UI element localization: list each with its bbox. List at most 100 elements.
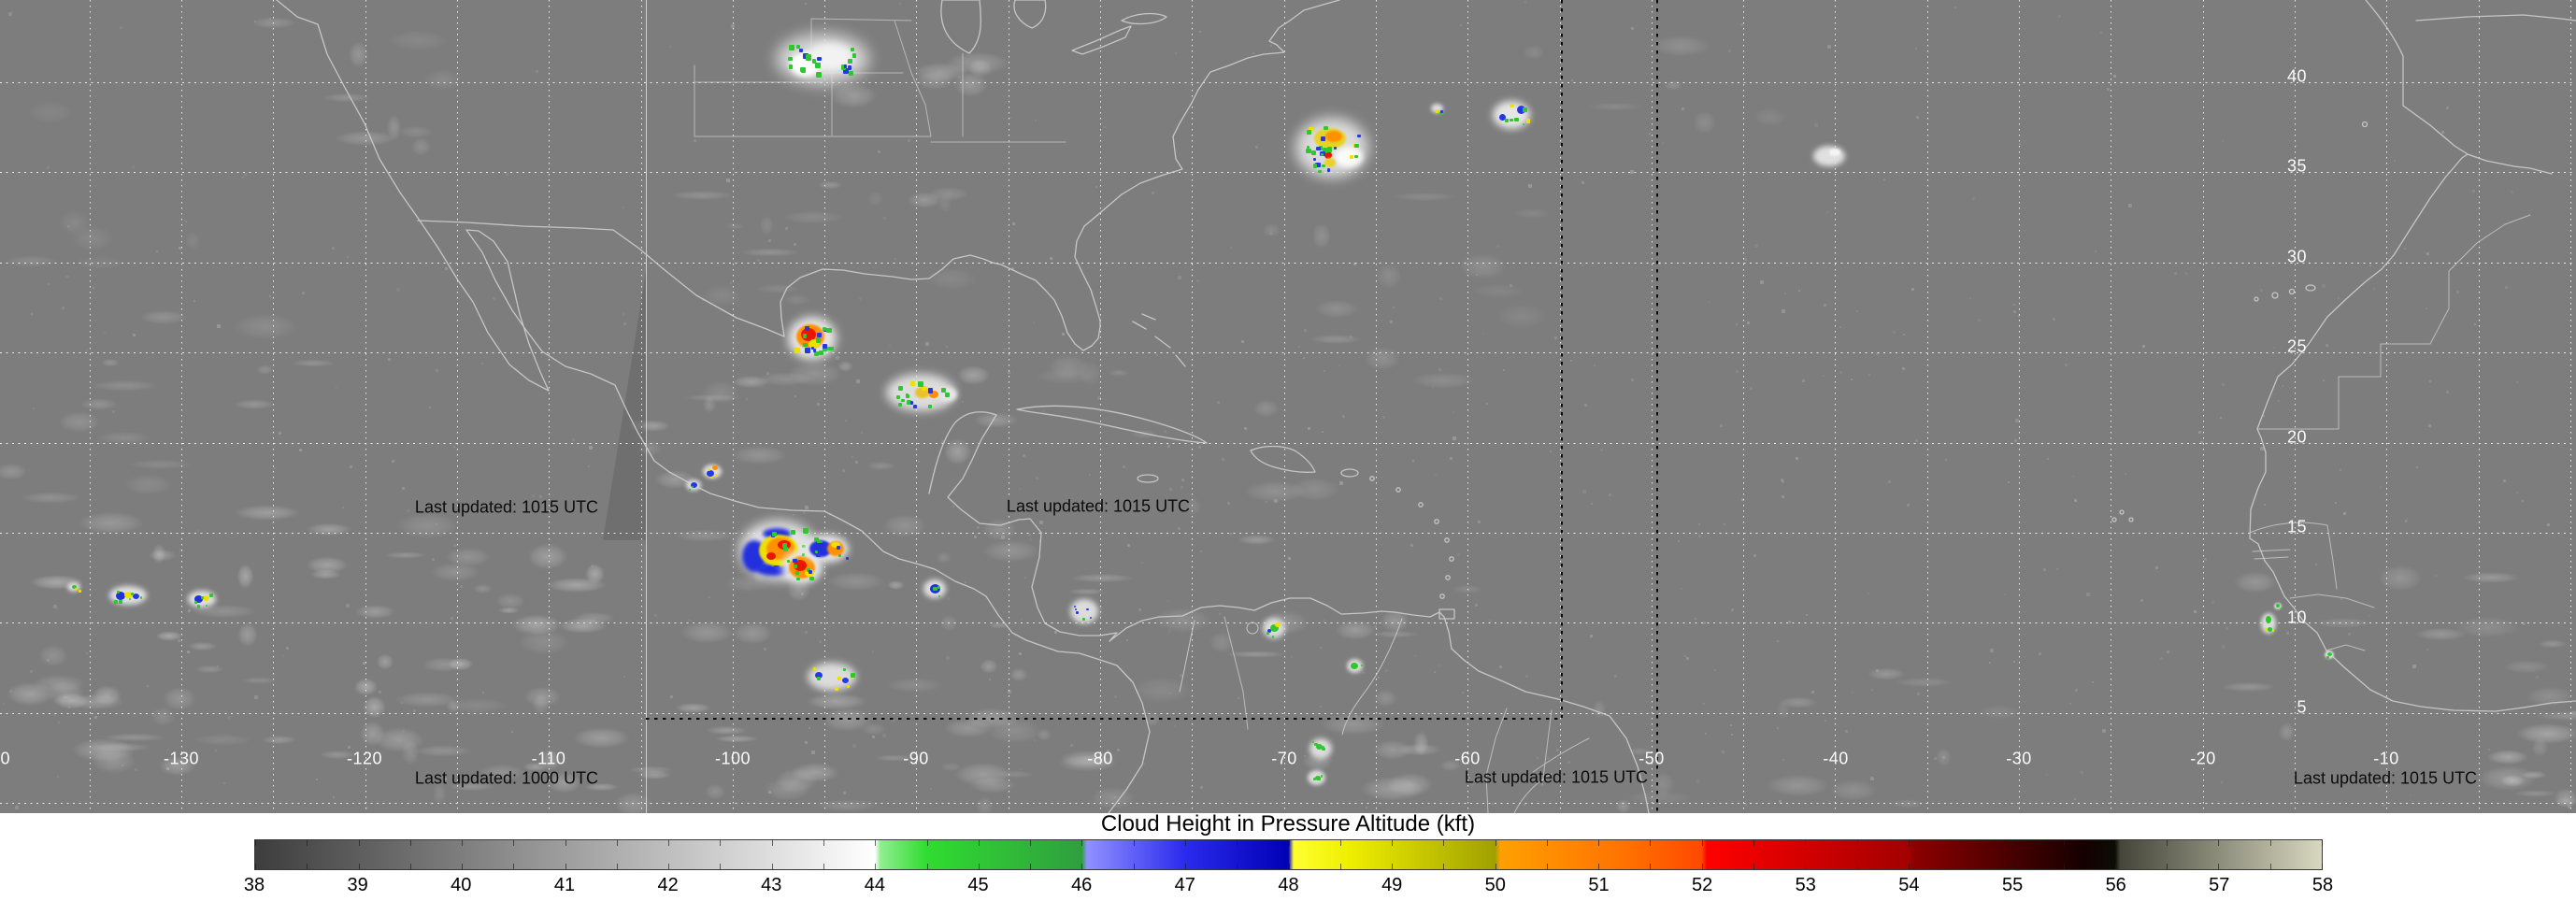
storm-pixel: [1273, 629, 1277, 633]
storm-pixel: [804, 325, 810, 331]
storm-pixel: [774, 565, 780, 571]
colorbar-tick-label: 39: [347, 875, 368, 895]
gridline-latitude: [0, 262, 2576, 264]
colorbar-tick-label: 44: [864, 875, 886, 895]
river-magdalena: [1179, 620, 1195, 693]
colorbar-tick: [255, 840, 256, 869]
storm-pixel: [794, 570, 800, 576]
storm-pixel: [918, 380, 924, 387]
borders-south-america: [1224, 616, 1590, 813]
storm-pixel: [801, 544, 806, 549]
storm-pixel: [1326, 168, 1331, 173]
storm-pixel: [1322, 148, 1328, 153]
storm-layer: [1315, 744, 1323, 750]
storm-layer: [809, 540, 832, 557]
storm-pixel: [1312, 163, 1318, 168]
colorbar-tick: [668, 840, 670, 869]
storm-pixel: [898, 385, 904, 391]
storm-pixel: [2326, 655, 2330, 659]
gridline-latitude: [0, 803, 2576, 805]
coast-south-america: [1109, 597, 1650, 813]
colorbar-tick-label: 49: [1381, 875, 1403, 895]
storm-pixel: [815, 551, 818, 553]
storm-pixel: [771, 531, 778, 537]
storm-pixel: [1522, 122, 1524, 125]
lake-ontario: [1121, 12, 1167, 25]
last-updated-note: Last updated: 1015 UTC: [1464, 767, 1649, 787]
storm-pixel: [802, 553, 806, 557]
colorbar-tick: [1081, 840, 1083, 869]
storm-layer: [71, 585, 77, 589]
storm-pixel: [114, 600, 118, 605]
storm-layer: [2266, 616, 2271, 623]
islands-lesser-antilles: [1369, 476, 1455, 620]
storm-pixel: [921, 386, 926, 391]
colorbar-tick: [1392, 840, 1394, 869]
colorbar-tick: [2269, 840, 2271, 869]
storm-pixel: [794, 560, 797, 564]
storm-pixel: [816, 332, 823, 337]
sector-boundary-dotted: [1561, 0, 1563, 718]
storm-pixel: [826, 327, 833, 334]
storm-pixel: [896, 394, 901, 399]
storm-pixel: [817, 56, 822, 62]
storm-pixel: [2280, 607, 2283, 609]
storm-layer: [1315, 775, 1321, 780]
storm-pixel: [200, 595, 205, 599]
gridline-longitude: [2386, 0, 2388, 813]
gridline-latitude: [0, 82, 2576, 83]
storm-layer: [915, 387, 930, 398]
storm-pixel: [836, 545, 840, 550]
storm-pixel: [130, 593, 134, 596]
border-us-mexico: [417, 220, 785, 337]
storm-pixel: [815, 337, 822, 343]
colorbar-tick: [2011, 840, 2013, 869]
storm-pixel: [1354, 154, 1358, 159]
storm-pixel: [1316, 146, 1321, 151]
gridline-longitude: [456, 0, 458, 813]
colorbar-tick: [1237, 840, 1238, 869]
storm-pixel: [794, 564, 798, 569]
lon-tick-label: -130: [163, 749, 200, 768]
storm-layer: [1498, 113, 1506, 121]
colorbar-tick: [771, 840, 773, 869]
storm-pixel: [1086, 608, 1089, 611]
storm-pixel: [761, 564, 766, 569]
storm-pixel: [803, 528, 809, 534]
storm-pixel: [843, 68, 850, 75]
colorbar-tick: [565, 840, 566, 869]
lat-tick-label: 15: [2286, 517, 2307, 536]
borders-africa: [2249, 214, 2531, 651]
storm-pixel: [1525, 119, 1531, 123]
gridline-longitude: [1100, 0, 1101, 813]
gridline-longitude: [2019, 0, 2020, 813]
storm-layer: [132, 594, 139, 599]
gridline-latitude: [0, 352, 2576, 354]
storm-pixel: [193, 601, 198, 605]
storm-pixel: [1321, 775, 1324, 778]
storm-layer: [794, 560, 807, 571]
coast-north-america-pacific: [276, 0, 1151, 813]
last-updated-note: Last updated: 1015 UTC: [2293, 768, 2478, 788]
lon-tick-label: -30: [2006, 749, 2032, 768]
colorbar-tick: [1184, 840, 1186, 869]
storm-pixel: [119, 600, 123, 605]
colorbar-tick: [462, 840, 464, 869]
storm-pixel: [1504, 118, 1509, 122]
storm-pixel: [708, 467, 711, 471]
storm-pixel: [805, 54, 811, 61]
storm-pixel: [847, 64, 852, 70]
storm-pixel: [1089, 616, 1093, 620]
storm-pixel: [815, 63, 822, 69]
storm-pixel: [1313, 778, 1316, 780]
storm-pixel: [823, 326, 827, 331]
colorbar-tick: [1650, 840, 1652, 869]
storm-layer: [123, 591, 133, 598]
storm-pixel: [196, 605, 201, 608]
storm-pixel: [823, 347, 828, 352]
borders-us-states: [694, 18, 1066, 143]
colorbar-tick: [1960, 840, 1962, 869]
colorbar-legend: Cloud Height in Pressure Altitude (kft) …: [0, 811, 2576, 901]
storm-pixel: [808, 570, 812, 574]
